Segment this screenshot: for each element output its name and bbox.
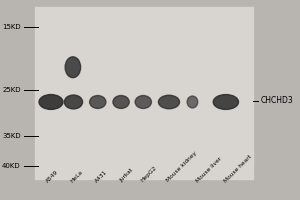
Text: Mouse heart: Mouse heart xyxy=(223,154,253,183)
Ellipse shape xyxy=(39,95,63,109)
Text: Mouse kidney: Mouse kidney xyxy=(166,151,198,183)
Bar xyxy=(35,7,253,179)
Text: 25KD: 25KD xyxy=(2,87,21,93)
Ellipse shape xyxy=(113,96,129,108)
Ellipse shape xyxy=(65,57,81,78)
Text: CHCHD3: CHCHD3 xyxy=(261,96,294,105)
Ellipse shape xyxy=(213,95,238,109)
Ellipse shape xyxy=(187,96,198,108)
Text: Jurkat: Jurkat xyxy=(118,168,134,183)
Ellipse shape xyxy=(158,95,179,109)
Ellipse shape xyxy=(64,95,83,109)
Text: HeLa: HeLa xyxy=(69,169,83,183)
Text: HepG2: HepG2 xyxy=(140,165,158,183)
Text: A431: A431 xyxy=(94,169,109,183)
Text: Mouse liver: Mouse liver xyxy=(196,156,223,183)
Text: A549: A549 xyxy=(45,169,60,183)
Text: 35KD: 35KD xyxy=(2,133,21,139)
Ellipse shape xyxy=(135,96,152,108)
Text: 40KD: 40KD xyxy=(2,163,21,169)
Ellipse shape xyxy=(90,96,106,108)
Text: 15KD: 15KD xyxy=(2,24,21,30)
